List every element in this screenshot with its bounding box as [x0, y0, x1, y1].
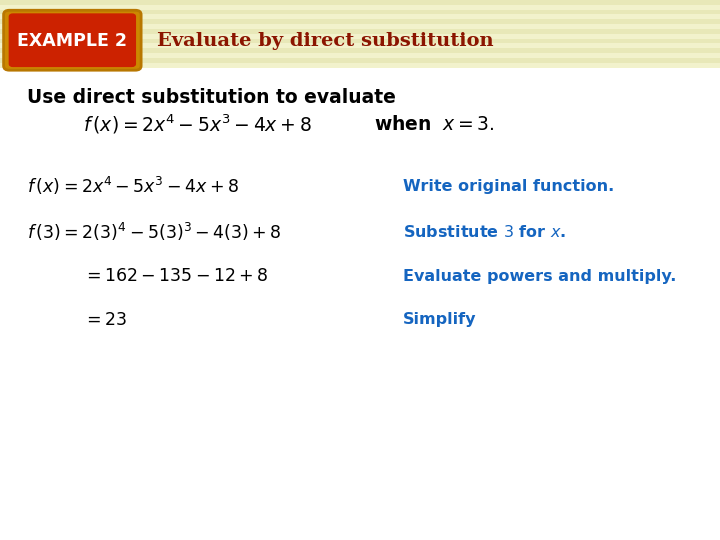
- Bar: [0, 5, 720, 10]
- Bar: [0, 0, 720, 5]
- Bar: [0, 43, 720, 48]
- Text: $\mathbf{when}$  $x = 3.$: $\mathbf{when}$ $x = 3.$: [374, 114, 495, 134]
- Bar: [0, 38, 720, 43]
- Text: Simplify: Simplify: [403, 312, 477, 327]
- Text: $f\,(3) = 2(3)^4 - 5(3)^3 - 4(3) + 8$: $f\,(3) = 2(3)^4 - 5(3)^3 - 4(3) + 8$: [27, 221, 282, 243]
- Bar: [0, 58, 720, 63]
- Text: $f\,(x) = 2x^4 - 5x^3 - 4x + 8$: $f\,(x) = 2x^4 - 5x^3 - 4x + 8$: [27, 176, 239, 197]
- Text: Use direct substitution to evaluate: Use direct substitution to evaluate: [27, 87, 396, 107]
- FancyBboxPatch shape: [9, 14, 135, 66]
- Bar: [0, 53, 720, 58]
- Text: Evaluate by direct substitution: Evaluate by direct substitution: [157, 31, 494, 50]
- Text: $f\,(x) = 2x^4 - 5x^3 - 4x + 8$: $f\,(x) = 2x^4 - 5x^3 - 4x + 8$: [83, 112, 312, 136]
- Bar: [0, 10, 720, 15]
- Bar: [0, 63, 720, 68]
- Bar: [0, 33, 720, 38]
- Bar: [0, 19, 720, 24]
- Text: Write original function.: Write original function.: [403, 179, 614, 194]
- Text: EXAMPLE 2: EXAMPLE 2: [17, 31, 127, 50]
- Bar: [0, 48, 720, 53]
- Text: Substitute $3$ for $x$.: Substitute $3$ for $x$.: [403, 224, 567, 240]
- Bar: [0, 15, 720, 19]
- Bar: [0, 68, 720, 540]
- Bar: [0, 29, 720, 33]
- FancyBboxPatch shape: [4, 10, 141, 70]
- Text: $= 23$: $= 23$: [83, 310, 127, 329]
- Bar: [0, 24, 720, 29]
- Text: Evaluate powers and multiply.: Evaluate powers and multiply.: [403, 269, 677, 284]
- Text: $= 162 - 135 - 12 + 8$: $= 162 - 135 - 12 + 8$: [83, 267, 269, 286]
